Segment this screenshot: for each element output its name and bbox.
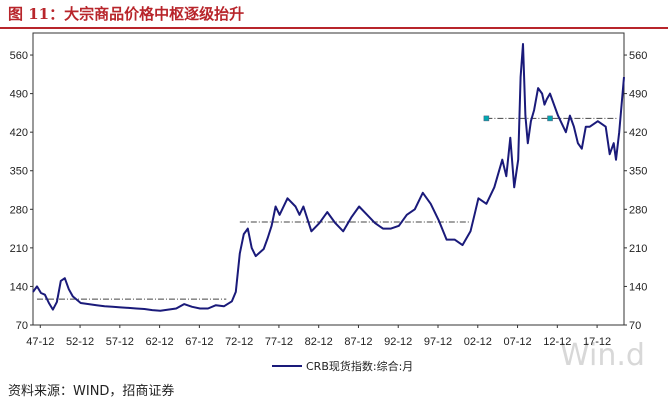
reference-marker-1 <box>483 115 490 122</box>
series-line <box>32 43 625 312</box>
x-tick-label: 87-12 <box>344 336 372 348</box>
y-tick-label-right: 420 <box>629 127 647 139</box>
watermark: Win.d <box>560 338 645 373</box>
y-tick-label-right: 350 <box>629 166 647 178</box>
plot-frame <box>32 32 625 326</box>
x-tick-label: 97-12 <box>424 336 452 348</box>
reference-marker-2 <box>547 115 553 122</box>
title-rule <box>0 27 668 29</box>
y-tick-label-left: 70 <box>16 320 28 332</box>
x-tick-label: 12-12 <box>543 336 571 348</box>
y-tick-label-left: 490 <box>10 89 28 101</box>
legend: CRB现货指数:综合:月 <box>272 359 413 373</box>
x-tick-label: 72-12 <box>225 336 253 348</box>
y-tick-label-right: 560 <box>629 50 647 62</box>
y-tick-label-right: 280 <box>629 204 647 216</box>
y-tick-label-left: 350 <box>10 166 28 178</box>
x-tick-label: 07-12 <box>503 336 531 348</box>
source-note: 资料来源：WIND，招商证券 <box>8 384 175 399</box>
x-tick-label: 62-12 <box>146 336 174 348</box>
x-tick-label: 77-12 <box>265 336 293 348</box>
x-tick-label: 02-12 <box>464 336 492 348</box>
x-tick-label: 47-12 <box>26 336 54 348</box>
legend-label: CRB现货指数:综合:月 <box>306 359 413 373</box>
y-tick-label-right: 490 <box>629 89 647 101</box>
y-tick-label-left: 420 <box>10 127 28 139</box>
y-axis-left: 70 140 210 280 350 420 490 560 <box>10 50 33 332</box>
x-tick-label: 67-12 <box>185 336 213 348</box>
y-tick-label-left: 210 <box>10 243 28 255</box>
y-tick-label-right: 140 <box>629 281 647 293</box>
reference-lines <box>36 117 618 300</box>
y-tick-label-left: 140 <box>10 281 28 293</box>
y-tick-label-left: 280 <box>10 204 28 216</box>
x-tick-label: 57-12 <box>106 336 134 348</box>
x-tick-label: 92-12 <box>384 336 412 348</box>
y-tick-label-right: 70 <box>629 320 641 332</box>
x-tick-label: 17-12 <box>583 336 611 348</box>
chart-title: 图 11：大宗商品价格中枢逐级抬升 <box>8 5 245 23</box>
x-axis: 47-12 52-12 57-12 62-12 67-12 72-12 77-12 82-12… <box>26 325 611 348</box>
y-axis-right: 70 140 210 280 350 420 490 560 <box>624 50 647 332</box>
reference-markers <box>483 115 553 122</box>
x-tick-label: 52-12 <box>66 336 94 348</box>
y-tick-label-right: 210 <box>629 243 647 255</box>
x-tick-label: 82-12 <box>305 336 333 348</box>
y-tick-label-left: 560 <box>10 50 28 62</box>
